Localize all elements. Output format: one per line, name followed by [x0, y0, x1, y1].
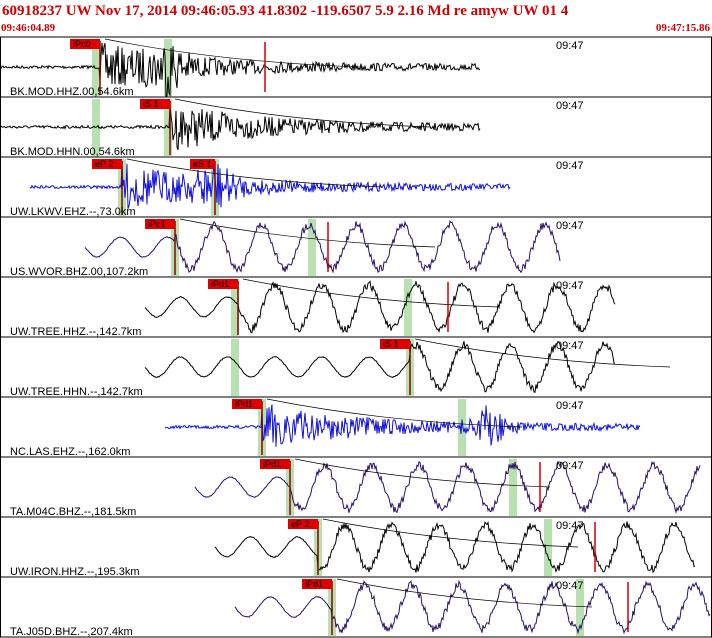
travel-curve: [266, 398, 523, 428]
waveform: [164, 404, 641, 447]
time-mark: 09:47: [556, 340, 584, 352]
pick-band: [509, 459, 517, 516]
event-header: 60918237 UW Nov 17, 2014 09:46:05.93 41.…: [2, 3, 569, 19]
station-label: NC.LAS.EHZ.--,162.0km: [10, 446, 130, 458]
waveform: [144, 280, 616, 334]
travel-curve: [414, 338, 671, 368]
waveform: [29, 162, 511, 209]
pick-label: iPc1: [148, 219, 166, 229]
pick-box: [92, 159, 122, 169]
travel-curve: [336, 578, 593, 608]
pick-label: eS 1: [193, 159, 212, 169]
pick-label: eP 2: [95, 159, 113, 169]
end-time: 09:47:15.86: [656, 22, 711, 34]
pick-label: iPd1: [211, 279, 229, 289]
station-label: UW.LKWV.EHZ.--,73.0km: [10, 206, 136, 218]
waveform: [0, 106, 481, 151]
station-label: TA.J05D.BHZ.--,207.4km: [10, 626, 133, 638]
time-mark: 09:47: [556, 280, 584, 292]
pick-label: eP 2: [291, 519, 309, 529]
pick-label: iPd1: [305, 579, 323, 589]
waveform: [234, 579, 711, 635]
pick-label: iPc0: [73, 39, 91, 49]
time-mark: 09:47: [556, 40, 584, 52]
travel-curve: [126, 158, 383, 188]
pick-band: [164, 39, 172, 96]
travel-curve: [322, 518, 579, 548]
pick-band: [231, 339, 239, 396]
travel-curve: [179, 218, 436, 248]
station-label: TA.M04C.BHZ.--,181.5km: [10, 506, 136, 518]
time-mark: 09:47: [556, 460, 584, 472]
travel-curve: [242, 278, 499, 308]
travel-curve: [294, 458, 551, 488]
time-mark: 09:47: [556, 220, 584, 232]
station-label: BK.MOD.HHZ.00,54.6km: [10, 86, 133, 98]
waveform: [84, 219, 561, 274]
pick-band: [544, 519, 552, 576]
pick-label: iS 1: [383, 339, 399, 349]
travel-curve: [104, 38, 361, 68]
pick-box: [145, 219, 175, 229]
pick-label: iPd1: [263, 459, 281, 469]
station-label: BK.MOD.HHN.00,54.6km: [10, 146, 135, 158]
pick-box: [190, 159, 215, 169]
pick-box: [302, 579, 332, 589]
pick-label: iPd1: [235, 399, 253, 409]
travel-curve: [174, 98, 431, 128]
waveform: [0, 42, 480, 97]
time-mark: 09:47: [556, 100, 584, 112]
time-mark: 09:47: [556, 160, 584, 172]
pick-box: [380, 339, 410, 349]
time-mark: 09:47: [556, 520, 584, 532]
pick-box: [260, 459, 290, 469]
waveform: [194, 460, 701, 515]
pick-band: [458, 399, 466, 456]
pick-box: [208, 279, 238, 289]
pick-label: iS 1: [143, 99, 159, 109]
pick-band: [404, 279, 412, 336]
pick-box: [288, 519, 318, 529]
station-label: US.WVOR.BHZ.00,107.2km: [10, 266, 148, 278]
pick-box: [70, 39, 100, 49]
waveform: [144, 340, 616, 393]
pick-band: [92, 39, 100, 96]
time-mark: 09:47: [556, 400, 584, 412]
pick-band: [576, 579, 584, 636]
pick-band: [231, 279, 239, 336]
pick-band: [308, 219, 316, 276]
time-mark: 09:47: [556, 580, 584, 592]
pick-box: [232, 399, 262, 409]
pick-box: [140, 99, 170, 109]
station-label: UW.TREE.HHN.--,142.7km: [10, 386, 143, 398]
station-label: UW.TREE.HHZ.--,142.7km: [10, 326, 141, 338]
station-label: UW.IRON.HHZ.--,195.3km: [10, 566, 140, 578]
start-time: 09:46:04.89: [1, 22, 56, 34]
waveform: [214, 520, 696, 574]
